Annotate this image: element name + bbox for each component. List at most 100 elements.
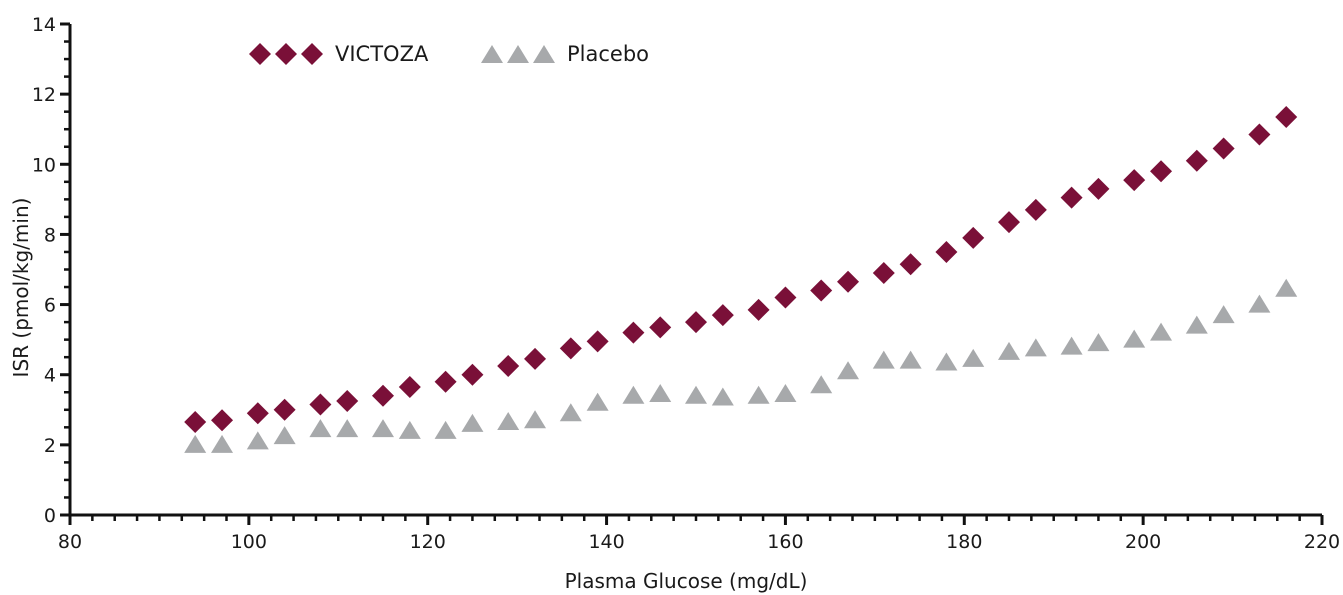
data-point-placebo — [524, 410, 547, 429]
data-point-placebo — [309, 419, 332, 438]
data-point-victoza — [273, 398, 296, 421]
data-point-placebo — [685, 385, 707, 404]
x-axis-title: Plasma Glucose (mg/dL) — [565, 569, 808, 593]
data-point-placebo — [998, 341, 1020, 360]
data-point-placebo — [935, 352, 958, 371]
data-point-victoza — [685, 311, 707, 334]
data-point-victoza — [935, 240, 958, 263]
data-point-placebo — [1185, 315, 1208, 334]
data-point-victoza — [336, 390, 359, 413]
data-point-victoza — [1275, 105, 1298, 128]
data-point-victoza — [747, 298, 770, 321]
y-tick-label: 0 — [44, 505, 56, 527]
data-point-placebo — [962, 348, 985, 367]
data-point-placebo — [586, 392, 609, 411]
data-point-placebo — [810, 375, 833, 394]
y-tick-label: 4 — [44, 365, 56, 387]
data-point-placebo — [899, 350, 922, 369]
series-placebo — [184, 278, 1298, 453]
data-point-victoza — [1248, 123, 1271, 146]
data-point-placebo — [372, 419, 394, 438]
data-point-placebo — [711, 387, 734, 406]
x-tick-label: 140 — [588, 531, 624, 553]
data-point-victoza — [211, 409, 234, 432]
data-point-placebo — [649, 384, 672, 403]
data-point-victoza — [711, 304, 734, 327]
legend-marker-placebo — [481, 45, 503, 63]
y-tick-label: 2 — [44, 435, 56, 457]
x-tick-label: 200 — [1125, 531, 1161, 553]
data-point-placebo — [434, 420, 457, 439]
legend-marker-victoza — [249, 43, 271, 65]
data-point-placebo — [774, 384, 797, 403]
x-tick-label: 80 — [58, 531, 82, 553]
data-point-victoza — [184, 411, 207, 434]
data-point-placebo — [1248, 294, 1271, 313]
data-point-victoza — [1212, 137, 1235, 160]
y-tick-label: 8 — [44, 224, 56, 246]
data-point-victoza — [246, 402, 269, 425]
x-tick-label: 180 — [946, 531, 982, 553]
data-point-victoza — [559, 337, 582, 360]
legend-label-placebo: Placebo — [567, 42, 649, 66]
data-point-victoza — [1087, 177, 1110, 200]
data-point-placebo — [461, 413, 484, 432]
data-point-victoza — [372, 384, 394, 407]
data-point-placebo — [1123, 329, 1146, 348]
legend-marker-victoza — [301, 43, 323, 65]
data-point-victoza — [774, 286, 797, 309]
data-point-placebo — [559, 403, 582, 422]
data-point-victoza — [998, 211, 1020, 234]
data-point-placebo — [1275, 278, 1298, 297]
y-tick-label: 14 — [32, 14, 56, 36]
data-point-placebo — [1060, 336, 1083, 355]
data-point-victoza — [309, 393, 332, 416]
x-tick-label: 160 — [767, 531, 803, 553]
data-point-placebo — [273, 426, 296, 445]
data-point-placebo — [1087, 333, 1110, 352]
y-axis-title: ISR (pmol/kg/min) — [9, 198, 33, 378]
y-tick-label: 10 — [32, 154, 56, 176]
y-tick-label: 12 — [32, 84, 56, 106]
x-tick-label: 120 — [410, 531, 446, 553]
data-point-victoza — [398, 375, 421, 398]
data-point-victoza — [899, 253, 922, 276]
axes: 0 2 4 6 8 10 12 14 80 100 120 140 160 180 200 220 — [32, 14, 1340, 553]
data-point-placebo — [1150, 322, 1173, 341]
data-point-placebo — [398, 420, 421, 439]
data-point-victoza — [810, 279, 833, 302]
legend: VICTOZA Placebo — [249, 42, 649, 66]
y-tick-label: 6 — [44, 295, 56, 317]
data-point-victoza — [1150, 160, 1173, 183]
data-point-placebo — [837, 361, 860, 380]
data-point-victoza — [622, 321, 645, 344]
legend-label-victoza: VICTOZA — [335, 42, 429, 66]
data-point-victoza — [461, 363, 484, 386]
data-point-victoza — [962, 226, 985, 249]
x-tick-label: 220 — [1304, 531, 1340, 553]
data-point-placebo — [211, 434, 234, 453]
data-point-placebo — [497, 412, 520, 431]
data-point-placebo — [184, 434, 207, 453]
data-point-victoza — [1024, 198, 1047, 221]
data-point-placebo — [1212, 305, 1235, 324]
legend-item-placebo: Placebo — [481, 42, 649, 66]
data-marks — [184, 105, 1298, 453]
data-point-victoza — [1123, 169, 1146, 192]
data-point-victoza — [872, 262, 895, 285]
data-point-placebo — [872, 350, 895, 369]
data-point-victoza — [1060, 186, 1083, 209]
data-point-victoza — [497, 354, 520, 377]
data-point-victoza — [434, 370, 457, 393]
data-point-victoza — [649, 316, 672, 339]
data-point-victoza — [586, 330, 609, 353]
legend-item-victoza: VICTOZA — [249, 42, 429, 66]
data-point-victoza — [837, 270, 860, 293]
data-point-victoza — [1185, 149, 1208, 172]
data-point-placebo — [246, 431, 269, 450]
data-point-placebo — [1024, 338, 1047, 357]
data-point-placebo — [336, 419, 359, 438]
legend-marker-placebo — [533, 45, 555, 63]
x-tick-label: 100 — [231, 531, 267, 553]
